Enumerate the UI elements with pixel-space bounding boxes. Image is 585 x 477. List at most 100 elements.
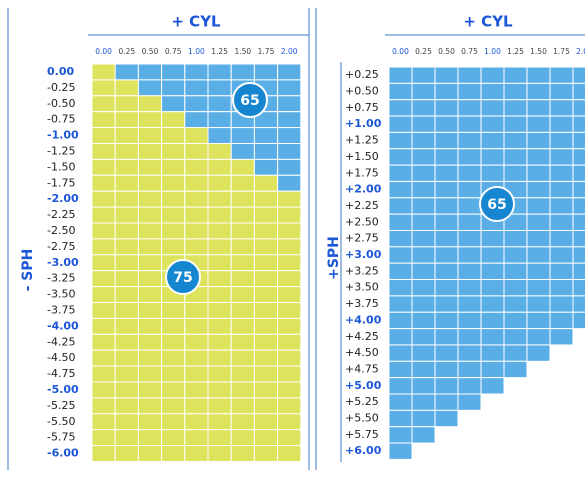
grid-cell xyxy=(572,246,585,264)
grid-cell xyxy=(503,295,528,313)
grid-cell xyxy=(207,397,232,415)
grid-cell xyxy=(91,445,116,463)
grid-cell xyxy=(161,317,186,335)
grid-cell xyxy=(207,302,232,319)
cyl-label: 0.00 xyxy=(95,47,112,56)
sph-label: -5.50 xyxy=(47,415,75,428)
grid-cell xyxy=(161,381,186,399)
grid-cell xyxy=(184,365,209,383)
grid-cell xyxy=(434,409,459,428)
cyl-label: 0.00 xyxy=(392,47,409,56)
grid-cell xyxy=(91,79,116,97)
grid-cell xyxy=(277,206,302,224)
grid-cell xyxy=(572,197,585,215)
grid-cell xyxy=(411,311,436,330)
grid-cell xyxy=(572,311,585,330)
grid-cell xyxy=(161,111,186,129)
grid-cell xyxy=(572,115,585,133)
grid-cell xyxy=(114,397,139,415)
grid-cell xyxy=(434,328,459,346)
grid-cell xyxy=(411,180,436,199)
grid-cell xyxy=(161,158,186,176)
cyl-label: 0.50 xyxy=(142,47,159,56)
grid-cell xyxy=(411,344,436,362)
grid-cell xyxy=(114,413,139,431)
grid-cell xyxy=(184,238,209,256)
sph-label: +5.75 xyxy=(345,428,379,441)
cyl-label: 1.00 xyxy=(484,47,501,56)
grid-cell xyxy=(207,238,232,256)
sph-label: +5.00 xyxy=(345,379,382,392)
grid-cell xyxy=(184,429,209,447)
grid-cell xyxy=(207,270,232,288)
grid-cell xyxy=(207,349,232,367)
grid-cell xyxy=(230,174,255,192)
grid-cell xyxy=(503,66,528,84)
grid-cell xyxy=(277,222,302,240)
grid-cell xyxy=(253,158,279,176)
grid-cell xyxy=(572,148,585,166)
grid-cell xyxy=(230,158,255,176)
grid-cell xyxy=(230,302,255,319)
grid-cell xyxy=(184,397,209,415)
grid-cell xyxy=(114,254,139,272)
grid-cell xyxy=(277,158,302,176)
grid-cell xyxy=(253,190,279,208)
grid-cell xyxy=(457,148,482,166)
grid-cell xyxy=(207,63,232,81)
cyl-label: 1.00 xyxy=(188,47,205,56)
grid-cell xyxy=(480,328,505,346)
grid-cell xyxy=(388,377,413,395)
grid-cell xyxy=(434,164,459,182)
sph-label: -0.50 xyxy=(47,97,75,110)
grid-cell xyxy=(526,213,551,231)
grid-cell xyxy=(161,222,186,240)
grid-cell xyxy=(137,413,163,431)
grid-cell xyxy=(137,349,163,367)
grid-cell xyxy=(434,115,459,133)
grid-cell xyxy=(137,302,163,319)
grid-cell xyxy=(503,344,528,362)
grid-cell xyxy=(434,311,459,330)
grid-cell xyxy=(230,397,255,415)
cyl-label: 1.25 xyxy=(507,47,524,56)
grid-cell xyxy=(114,190,139,208)
grid-cell xyxy=(549,99,574,117)
grid-cell xyxy=(207,143,232,160)
grid-cell xyxy=(503,262,528,281)
sph-label: +4.75 xyxy=(345,362,379,375)
grid-cell xyxy=(161,63,186,81)
grid-cell xyxy=(137,254,163,272)
grid-cell xyxy=(137,206,163,224)
grid-cell xyxy=(526,328,551,346)
grid-cell xyxy=(91,127,116,144)
grid-cell xyxy=(411,393,436,411)
sph-label: -2.75 xyxy=(47,240,75,253)
grid-cell xyxy=(184,174,209,192)
cyl-label: 0.25 xyxy=(118,47,135,56)
grid-cell xyxy=(480,131,505,150)
grid-cell xyxy=(184,206,209,224)
grid-cell xyxy=(549,311,574,330)
grid-cell xyxy=(161,174,186,192)
grid-cell xyxy=(207,254,232,272)
grid-cell xyxy=(457,377,482,395)
sph-label: -2.00 xyxy=(47,192,79,205)
grid-cell xyxy=(388,246,413,264)
grid-cell xyxy=(114,317,139,335)
grid-cell xyxy=(480,164,505,182)
grid-cell xyxy=(137,238,163,256)
grid-cell xyxy=(114,270,139,288)
grid-cell xyxy=(434,295,459,313)
grid-cell xyxy=(184,79,209,97)
grid-cell xyxy=(411,409,436,428)
grid-cell xyxy=(184,127,209,144)
grid-cell xyxy=(549,180,574,199)
grid-cell xyxy=(91,302,116,319)
grid-cell xyxy=(137,79,163,97)
sph-label: -3.00 xyxy=(47,256,79,269)
grid-cell xyxy=(91,365,116,383)
sph-label: -0.25 xyxy=(47,81,75,94)
grid-cell xyxy=(549,230,574,248)
grid-cell xyxy=(253,286,279,304)
